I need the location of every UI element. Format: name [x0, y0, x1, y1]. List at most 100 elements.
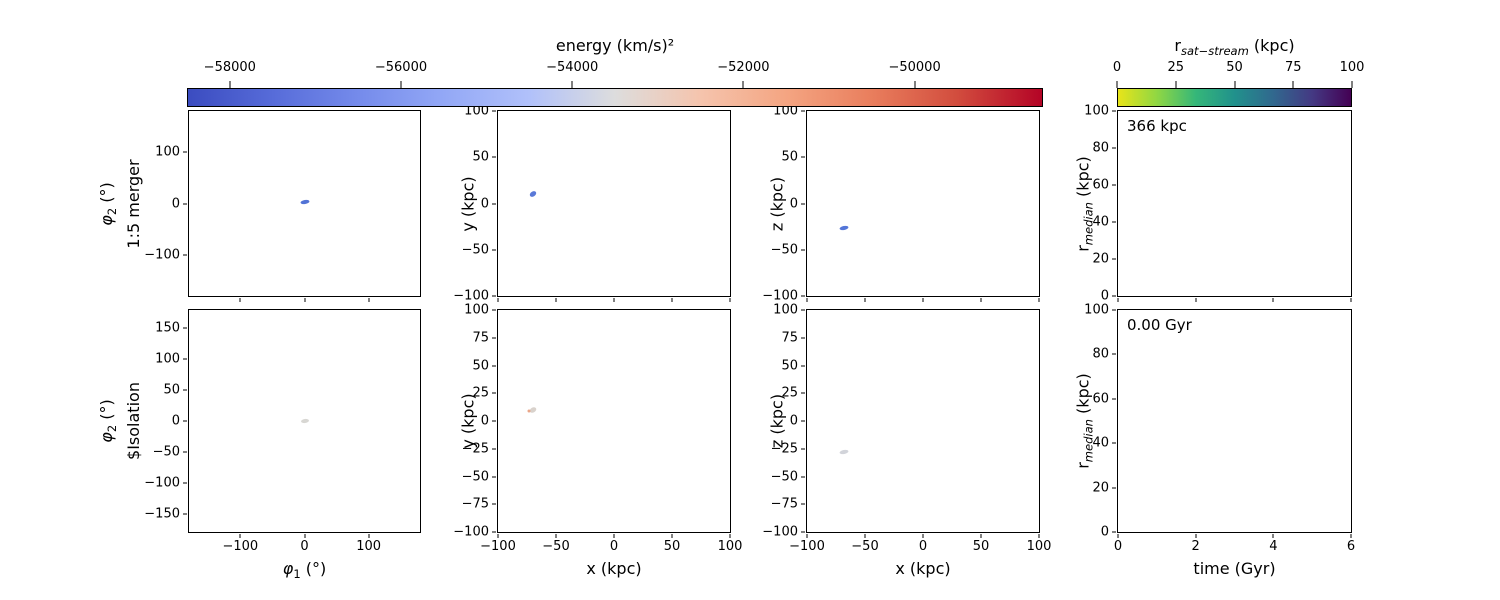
data-point: [839, 225, 849, 232]
ylabel-isolation-rmedian: rmedian (kpc): [1073, 373, 1096, 469]
y-tick-label: −50: [770, 242, 798, 258]
x-tick: [864, 298, 866, 302]
colorbar-tick-label: 50: [1226, 60, 1243, 75]
y-tick: [801, 156, 805, 158]
y-tick-label: 100: [155, 351, 180, 367]
panel-merger-xy: y (kpc) 100 50 0 −50 −100: [453, 104, 731, 304]
y-tick-label: 0: [171, 196, 180, 211]
x-tick: [980, 298, 982, 302]
y-tick-label: 0: [171, 413, 180, 429]
x-tick: [864, 534, 866, 538]
colorbar-energy-ticks: −58000 −56000 −54000 −52000 −50000: [187, 58, 1043, 88]
colorbar-tick-label: −52000: [717, 60, 770, 75]
y-tick-label: 60: [1092, 177, 1109, 193]
x-tick: [555, 534, 557, 538]
y-tick: [183, 358, 187, 360]
panel-isolation-rmedian: rmedian (kpc) time (Gyr) 0.00 Gyr 100 80 6…: [1073, 303, 1355, 579]
colorbar-rsat-title: rsat−stream (kpc): [1117, 36, 1352, 58]
colorbar-tick-label: −54000: [546, 60, 599, 75]
y-tick-label: 0: [789, 413, 798, 429]
y-tick: [492, 156, 496, 158]
x-tick: [671, 534, 673, 538]
row-label-isolation: $Isolation: [124, 382, 144, 460]
x-tick: [806, 534, 808, 538]
x-tick-label: −100: [222, 539, 259, 554]
data-point: [300, 418, 309, 424]
y-tick: [183, 203, 187, 204]
colorbar-tick-mark: [571, 81, 573, 88]
y-tick-label: 150: [155, 320, 180, 336]
y-tick: [1112, 309, 1116, 311]
row-label-merger: 1:5 merger: [124, 158, 144, 249]
x-tick: [1038, 298, 1040, 302]
y-tick-label: 100: [1084, 302, 1109, 318]
x-tick-label: 0: [609, 539, 619, 554]
y-tick: [1112, 221, 1116, 223]
colorbar-tick-mark: [1116, 81, 1118, 88]
y-tick-label: −100: [453, 288, 489, 304]
y-tick-label: 0: [480, 196, 489, 211]
y-tick-label: 80: [1092, 346, 1109, 362]
axis-label-phi2: φ2 (°): [96, 399, 120, 443]
y-tick-label: 50: [781, 358, 798, 373]
x-tick: [1272, 534, 1274, 538]
annotation-apocenter: 366 kpc: [1127, 117, 1187, 135]
x-tick: [304, 534, 305, 538]
y-tick: [1112, 110, 1116, 112]
y-tick-label: 20: [1092, 480, 1109, 496]
colorbar-rsat-ticks: 0 25 50 75 100: [1113, 58, 1364, 88]
x-tick: [980, 534, 982, 538]
x-tick: [671, 298, 673, 302]
x-tick-label: 100: [356, 539, 382, 554]
y-tick: [1112, 531, 1116, 533]
y-tick: [801, 203, 805, 204]
panel-isolation-xy: y (kpc) x (kpc) 100 75 50 25 0 −25 −50 −75 −100−…: [453, 303, 742, 579]
x-tick: [368, 298, 370, 302]
x-tick: [239, 534, 241, 538]
y-tick-label: 50: [781, 149, 798, 165]
colorbar-tick-mark: [1292, 81, 1294, 88]
x-tick-label: 0: [300, 539, 309, 554]
y-tick: [183, 327, 187, 329]
y-tick-label: 100: [773, 103, 798, 119]
x-tick: [729, 298, 731, 302]
y-tick: [492, 420, 496, 422]
colorbar-tick-label: −58000: [203, 60, 256, 75]
y-tick-label: −25: [770, 441, 798, 457]
y-tick-label: 60: [1092, 391, 1109, 407]
colorbar-tick-mark: [229, 81, 231, 88]
y-tick: [492, 249, 496, 251]
x-tick-label: 100: [1026, 539, 1052, 554]
y-tick-label: 100: [155, 144, 180, 160]
y-tick: [1112, 147, 1116, 149]
x-tick: [1272, 298, 1274, 302]
data-point: [527, 409, 531, 413]
data-point: [299, 199, 310, 206]
panel-merger-phi: φ2 (°) 1:5 merger 100 0 −100: [97, 110, 421, 302]
x-tick: [613, 534, 615, 538]
colorbar-tick-mark: [914, 81, 916, 88]
colorbar-rsat-gradient: [1117, 88, 1352, 107]
y-tick-label: −50: [461, 469, 489, 484]
colorbar-rsat-title-sub: sat−stream: [1180, 44, 1249, 59]
x-tick: [304, 298, 305, 302]
y-tick: [801, 337, 805, 339]
y-tick-label: 0: [789, 196, 798, 211]
y-tick: [183, 151, 187, 153]
x-tick: [497, 298, 499, 302]
y-tick: [801, 448, 805, 450]
y-tick: [801, 110, 805, 112]
colorbar-rsat: rsat−stream (kpc) 0 25 50 75 100: [1113, 36, 1364, 107]
y-tick: [801, 295, 805, 297]
colorbar-tick-mark: [1351, 81, 1353, 88]
y-tick-label: 40: [1092, 214, 1109, 230]
xlabel-x-kpc: x (kpc): [586, 559, 642, 578]
y-tick: [801, 249, 805, 251]
y-tick: [492, 110, 496, 112]
y-tick: [183, 482, 187, 484]
y-tick-label: −100: [144, 475, 180, 491]
y-tick: [183, 420, 187, 422]
axis-label-phi2: φ2 (°): [96, 181, 120, 226]
ylabel-isolation-phi: φ2 (°) $Isolation: [96, 382, 144, 460]
